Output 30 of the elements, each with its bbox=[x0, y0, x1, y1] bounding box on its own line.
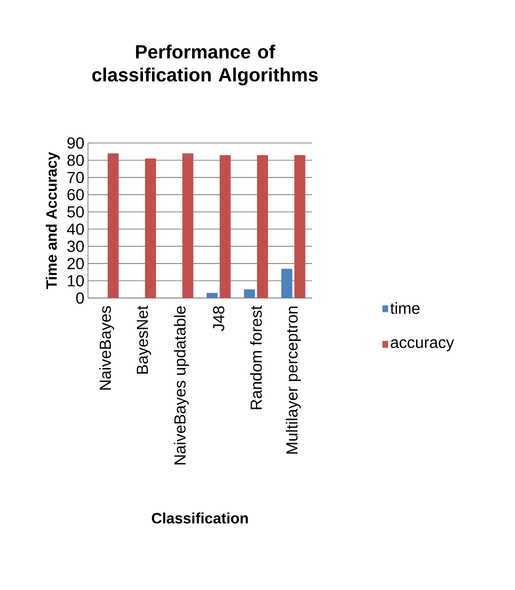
y-tick-label: 30 bbox=[67, 240, 84, 252]
y-tick-label: 60 bbox=[67, 189, 84, 200]
y-tick-label: 70 bbox=[67, 172, 84, 184]
bar bbox=[244, 289, 255, 298]
chart-title: Performance of classification Algorithms bbox=[92, 44, 318, 86]
x-tick-label: NaiveBayes bbox=[99, 306, 114, 390]
bar bbox=[182, 153, 194, 298]
bar bbox=[108, 153, 119, 298]
bar bbox=[145, 158, 156, 298]
bar bbox=[281, 268, 292, 298]
x-axis-title: Classification bbox=[152, 512, 248, 524]
bar bbox=[256, 155, 268, 298]
x-tick-label: J48 bbox=[213, 306, 224, 332]
x-tick-label: BayesNet bbox=[136, 306, 152, 374]
x-tick-label: NaiveBayes updatable bbox=[174, 306, 189, 464]
bar bbox=[294, 155, 306, 298]
y-axis-title: Time and Accuracy bbox=[46, 152, 60, 289]
y-tick-label: 0 bbox=[76, 292, 84, 304]
y-tick-label: 50 bbox=[67, 206, 84, 218]
x-tick-label: Multilayer perceptron bbox=[286, 306, 301, 454]
bar bbox=[206, 292, 218, 298]
y-tick-label: 40 bbox=[67, 223, 84, 235]
legend-label: time bbox=[390, 302, 420, 314]
y-tick-label: 90 bbox=[67, 137, 84, 149]
y-tick-label: 20 bbox=[67, 258, 84, 270]
legend-label: accuracy bbox=[390, 339, 454, 352]
x-tick-label: Random forest bbox=[250, 306, 262, 410]
y-tick-label: 10 bbox=[68, 275, 84, 286]
y-tick-label: 80 bbox=[67, 154, 84, 166]
bar bbox=[220, 155, 231, 298]
